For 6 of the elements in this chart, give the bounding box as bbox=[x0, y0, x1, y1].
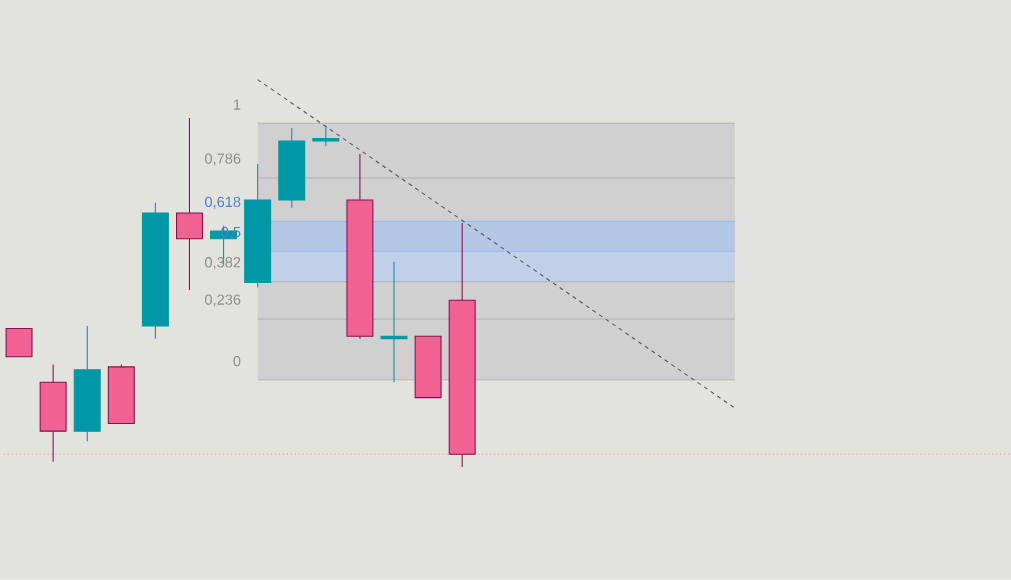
annotation: 0,382 bbox=[205, 257, 241, 270]
text: 1 bbox=[233, 99, 241, 110]
annotation: 0,786 bbox=[205, 153, 241, 166]
annotation: 0,236 bbox=[205, 294, 241, 307]
annotation: 0,618 bbox=[205, 196, 241, 209]
annotation: 0 bbox=[233, 356, 241, 367]
